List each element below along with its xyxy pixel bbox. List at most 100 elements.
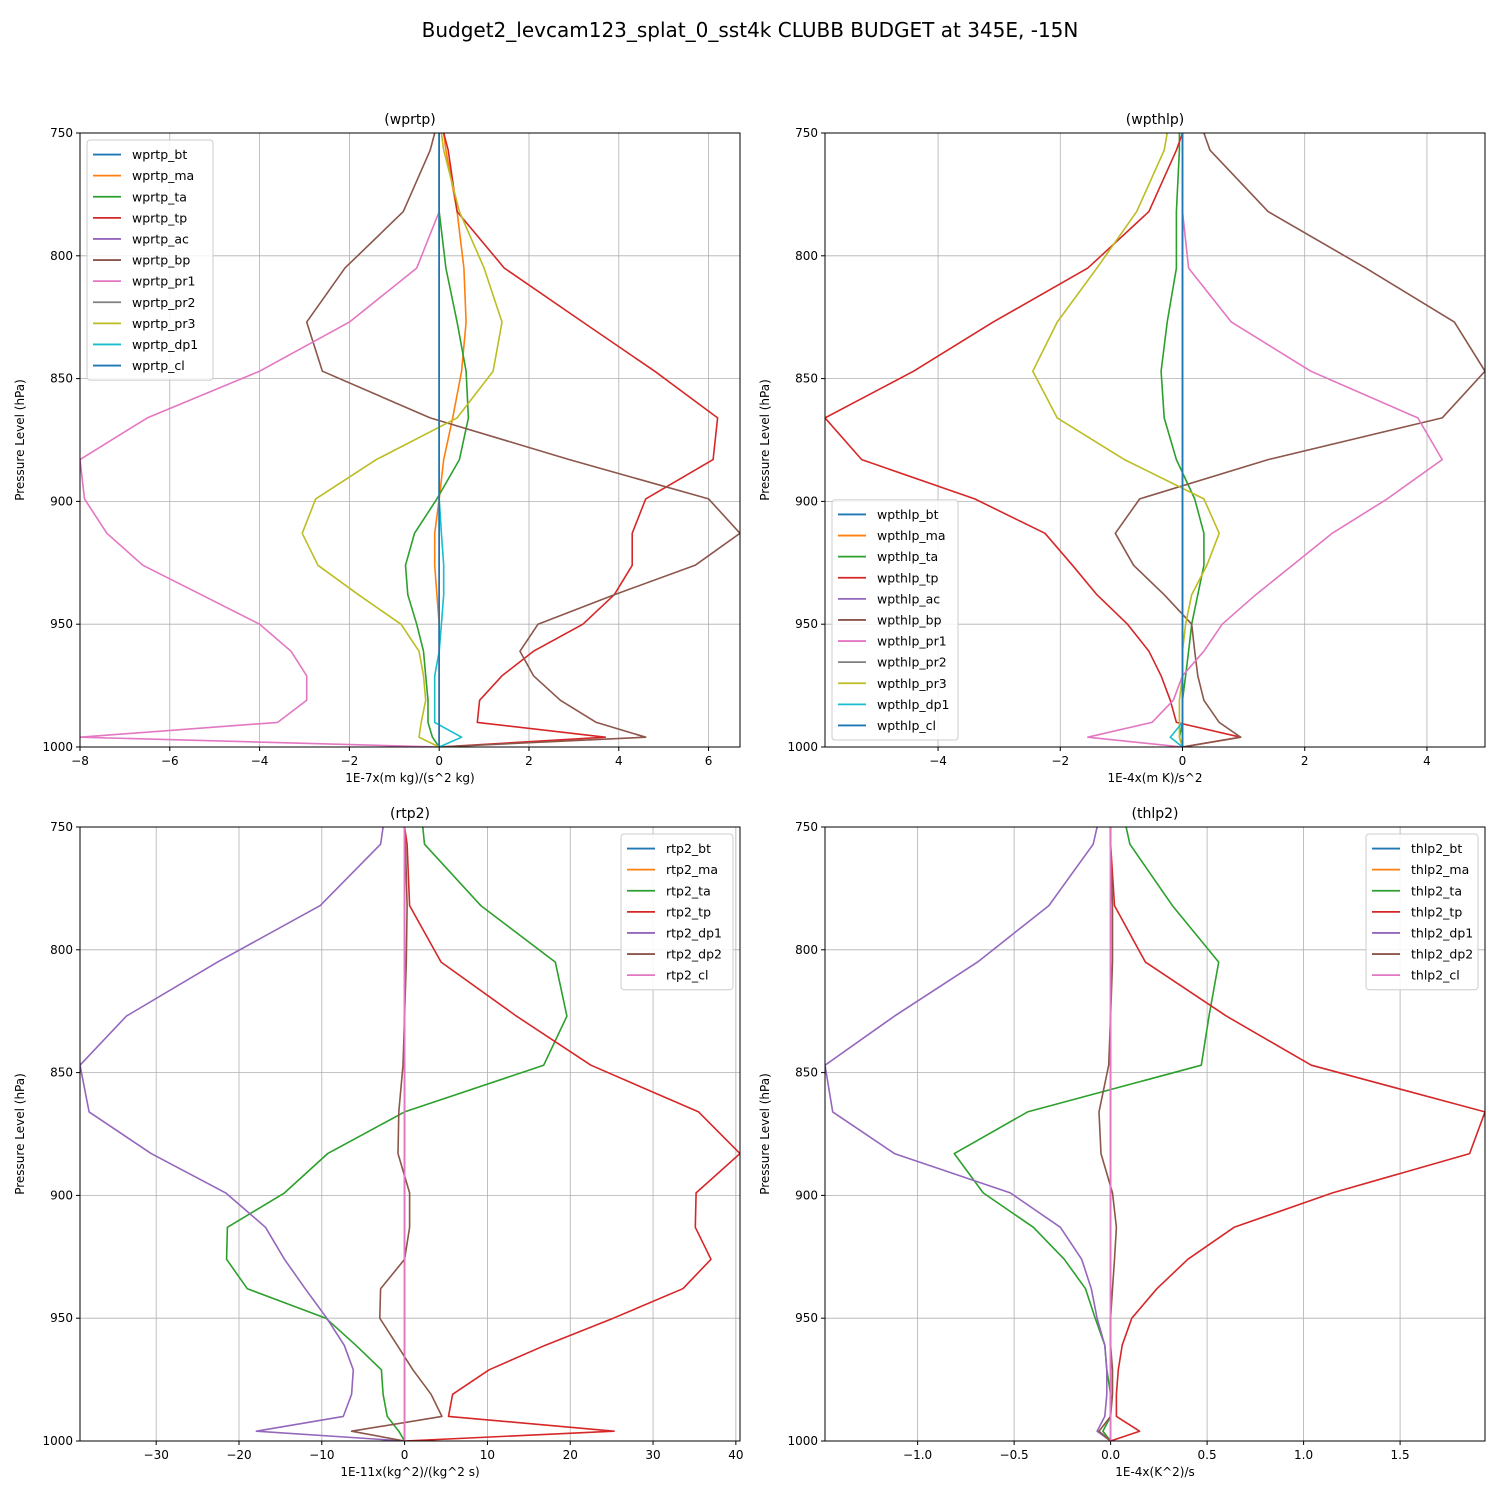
y-tick-label: 850 (795, 1066, 818, 1080)
legend-label: wpthlp_pr2 (877, 655, 947, 670)
plot-frame (79, 132, 741, 748)
y-tick-label: 750 (795, 126, 818, 140)
legend-box (1365, 833, 1479, 991)
x-tick-label: −4 (251, 754, 269, 768)
legend-label: wpthlp_pr1 (877, 634, 947, 649)
y-tick-label: 800 (795, 943, 818, 957)
chart-title: (wprtp) (384, 112, 435, 128)
series-line-wprtp_pr3 (301, 133, 503, 747)
series-line-wprtp_ta (404, 133, 470, 747)
series-line-wpthlp_pr3 (1032, 133, 1220, 747)
plot-frame (824, 826, 1486, 1442)
x-axis-label: 1E-11x(kg^2)/(kg^2 s) (340, 1465, 479, 1479)
legend-label: rtp2_ta (666, 883, 711, 898)
x-tick-label: 20 (563, 1448, 578, 1462)
y-tick-label: 950 (50, 1311, 73, 1325)
legend-label: rtp2_dp2 (666, 947, 722, 962)
x-tick-label: −2 (1051, 754, 1069, 768)
series-line-wprtp_bp (305, 133, 740, 747)
legend: thlp2_bt thlp2_ma thlp2_ta thlp2_tp thlp2_dp… (1365, 833, 1479, 991)
x-tick-label: 4 (615, 754, 623, 768)
legend-label: wpthlp_ta (877, 549, 938, 564)
legend-label: wpthlp_pr3 (877, 676, 947, 691)
legend-label: wpthlp_cl (877, 718, 936, 733)
y-tick-label: 950 (795, 1311, 818, 1325)
chart-panel-2: −30 −20 −10 0 10 20 30 40 750 800 850 900 950 1000 (rt… (13, 806, 744, 1479)
legend-label: wprtp_bp (132, 253, 190, 268)
legend-label: rtp2_cl (666, 968, 709, 983)
x-tick-label: 1.0 (1294, 1448, 1313, 1462)
legend-label: thlp2_dp2 (1411, 947, 1473, 962)
plot-frame (824, 132, 1486, 748)
x-tick-label: −8 (71, 754, 89, 768)
y-tick-label: 1000 (787, 740, 818, 754)
y-tick-label: 750 (50, 126, 73, 140)
legend: wpthlp_bt wpthlp_ma wpthlp_ta wpthlp_tpwpth… (831, 499, 959, 741)
series-line-rtp2_dp2 (350, 827, 443, 1441)
x-tick-label: 40 (728, 1448, 743, 1462)
legend-label: wpthlp_tp (877, 570, 939, 585)
legend-label: rtp2_bt (666, 841, 711, 856)
chart-title: (wpthlp) (1126, 112, 1184, 128)
legend-label: thlp2_dp1 (1411, 925, 1473, 940)
chart-title: (rtp2) (390, 806, 430, 822)
legend-label: thlp2_cl (1411, 968, 1460, 983)
x-tick-label: 1.5 (1391, 1448, 1410, 1462)
y-tick-label: 900 (50, 494, 73, 508)
y-axis-label: Pressure Level (hPa) (758, 379, 772, 501)
series-line-wpthlp_bp (1114, 133, 1485, 747)
x-axis-label: 1E-7x(m kg)/(s^2 kg) (345, 771, 474, 785)
legend-label: thlp2_bt (1411, 841, 1462, 856)
legend-label: wprtp_pr1 (132, 274, 195, 289)
legend-label: wpthlp_dp1 (877, 697, 949, 712)
series-line-wprtp_tp (439, 133, 719, 747)
legend-label: wprtp_dp1 (132, 337, 198, 352)
x-tick-label: −1.0 (903, 1448, 932, 1462)
y-tick-label: 800 (50, 249, 73, 263)
x-tick-label: −0.5 (1000, 1448, 1029, 1462)
series-line-wpthlp_pr1 (1087, 133, 1443, 747)
legend-label: wprtp_tp (132, 210, 187, 225)
y-tick-label: 950 (50, 617, 73, 631)
y-tick-label: 750 (50, 820, 73, 834)
x-axis-label: 1E-4x(K^2)/s (1115, 1465, 1195, 1479)
y-axis-label: Pressure Level (hPa) (13, 379, 27, 501)
x-tick-label: −20 (226, 1448, 251, 1462)
y-axis-label: Pressure Level (hPa) (13, 1073, 27, 1195)
y-tick-label: 800 (50, 943, 73, 957)
y-tick-label: 900 (50, 1188, 73, 1202)
x-axis-label: 1E-4x(m K)/s^2 (1107, 771, 1202, 785)
y-tick-label: 1000 (42, 1434, 73, 1448)
legend-box (86, 139, 214, 381)
legend-label: thlp2_ma (1411, 862, 1469, 877)
legend-label: thlp2_tp (1411, 904, 1462, 919)
legend-label: wprtp_pr3 (132, 316, 195, 331)
legend-label: wprtp_pr2 (132, 295, 195, 310)
chart-panel-1: −4 −2 0 2 4 750 800 850 900 950 1000 (wpthlp) 1E-4x(… (758, 112, 1486, 785)
series-line-thlp2_ta (953, 827, 1220, 1441)
x-tick-label: 2 (1301, 754, 1309, 768)
legend-label: rtp2_tp (666, 904, 711, 919)
series-line-rtp2_ta (225, 827, 568, 1441)
plot-frame (79, 826, 741, 1442)
chart-panel-0: −8 −6 −4 −2 0 2 4 6 750 800 850 900 950 1000 (wprtp) 1E… (13, 112, 741, 785)
x-tick-label: −30 (144, 1448, 169, 1462)
y-tick-label: 900 (795, 1188, 818, 1202)
y-tick-label: 850 (50, 1066, 73, 1080)
y-tick-label: 900 (795, 494, 818, 508)
legend-label: rtp2_ma (666, 862, 718, 877)
x-tick-label: −10 (309, 1448, 334, 1462)
x-tick-label: 30 (645, 1448, 660, 1462)
series-line-thlp2_dp2 (1098, 827, 1118, 1441)
legend-label: wpthlp_ma (877, 528, 945, 543)
y-tick-label: 1000 (42, 740, 73, 754)
x-tick-label: −6 (161, 754, 179, 768)
x-tick-label: 0.0 (1101, 1448, 1120, 1462)
series-line-thlp2_tp (1109, 827, 1485, 1441)
x-tick-label: −2 (341, 754, 359, 768)
legend-label: wpthlp_bt (877, 507, 939, 522)
y-tick-label: 850 (50, 372, 73, 386)
y-tick-label: 950 (795, 617, 818, 631)
x-tick-label: 0.5 (1198, 1448, 1217, 1462)
